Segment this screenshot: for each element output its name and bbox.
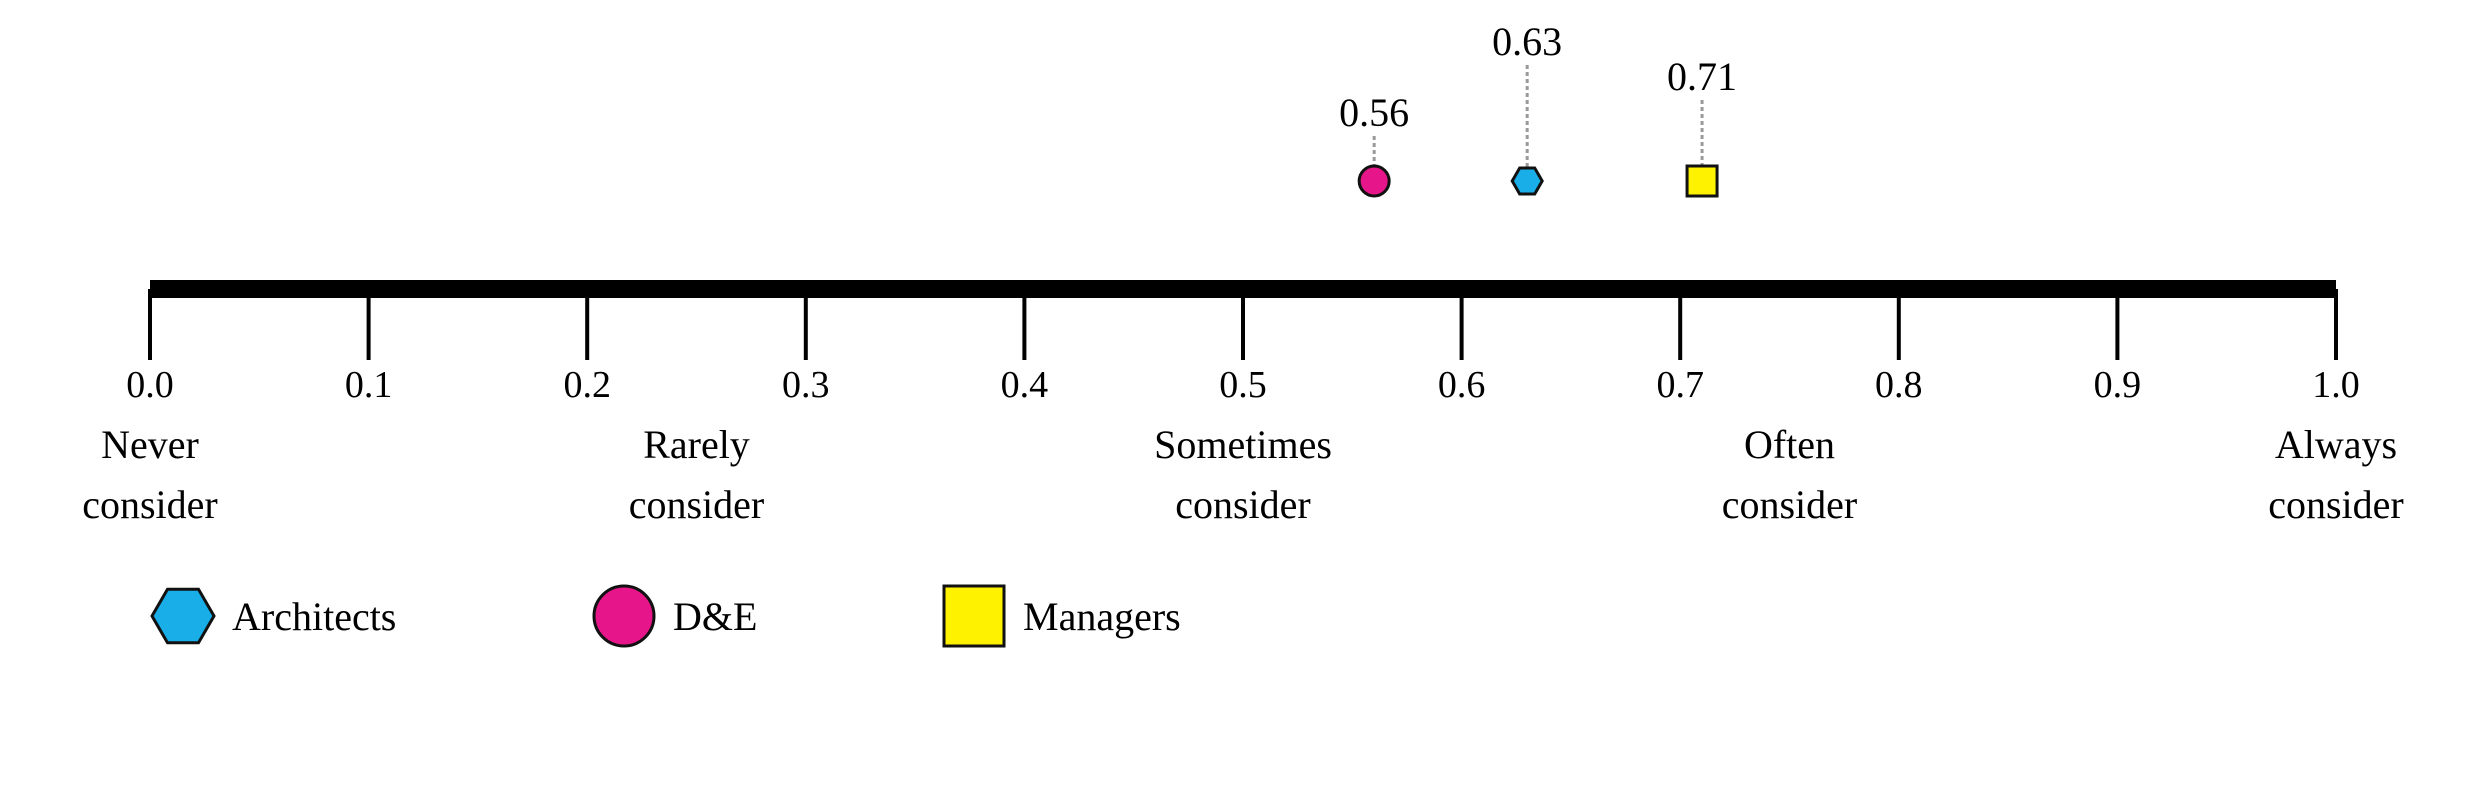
tick-label: 0.1: [345, 364, 393, 406]
legend-marker: [150, 587, 216, 645]
legend-label: Managers: [1023, 594, 1181, 639]
value-label: 0.71: [1667, 54, 1737, 99]
scale-label: Rarely: [643, 422, 750, 467]
legend-label: D&E: [673, 594, 757, 639]
tick-label: 0.5: [1219, 364, 1267, 406]
scale-label: consider: [82, 482, 218, 527]
tick-label: 0.7: [1656, 364, 1704, 406]
scale-label: Sometimes: [1154, 422, 1332, 467]
axis: 0.0 0.1 0.2 0.3 0.4 0.5 0.6 0.7 0.8 0.9 1.0: [126, 280, 2360, 406]
legend-marker: [942, 584, 1006, 648]
tick-label: 1.0: [2312, 364, 2360, 406]
legend: Architects D&E Managers: [150, 584, 1181, 648]
value-label: 0.63: [1492, 19, 1562, 64]
data-point: [1357, 164, 1391, 198]
scale-label: consider: [1175, 482, 1311, 527]
tick-label: 0.9: [2094, 364, 2142, 406]
scale-label: consider: [2268, 482, 2404, 527]
data-point: [1685, 164, 1719, 198]
tick-label: 0.6: [1438, 364, 1486, 406]
scale-label: Never: [101, 422, 199, 467]
scale-label: consider: [629, 482, 765, 527]
tick-label: 0.2: [563, 364, 611, 406]
tick-label: 0.3: [782, 364, 830, 406]
scale-label: Often: [1744, 422, 1835, 467]
legend-marker: [592, 584, 656, 648]
scale-labels: Never consider Rarely consider Sometimes cons…: [82, 422, 2404, 527]
data-point: [1510, 166, 1544, 196]
tick-label: 0.4: [1001, 364, 1049, 406]
tick-label: 0.0: [126, 364, 174, 406]
scale-label: consider: [1722, 482, 1858, 527]
scale-label: Always: [2275, 422, 2397, 467]
tick-label: 0.8: [1875, 364, 1923, 406]
data-markers: 0.63 0.56 0.71: [1339, 19, 1737, 198]
value-label: 0.56: [1339, 90, 1409, 135]
legend-label: Architects: [232, 594, 396, 639]
